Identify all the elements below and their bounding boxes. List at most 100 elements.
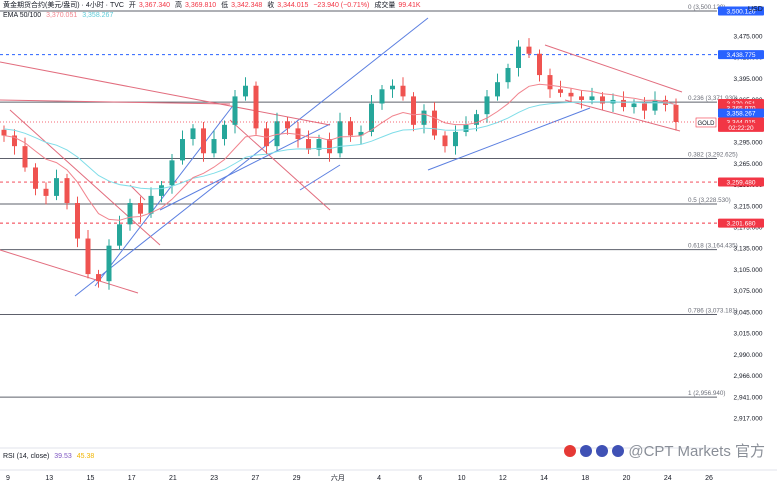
candle-body (547, 75, 553, 90)
trendline-blue (159, 123, 331, 211)
x-tick-label: 9 (6, 475, 10, 482)
candle-body (96, 274, 101, 282)
candle-body (537, 53, 542, 76)
fib-level-label: 0.382 (3,292.625) (688, 151, 738, 158)
x-tick-label: 18 (581, 475, 589, 482)
candle-body (211, 139, 217, 154)
x-tick-label: 12 (499, 475, 507, 482)
x-tick-label: 10 (458, 475, 466, 482)
candle-body (505, 67, 511, 83)
gold-tag-label: GOLD (697, 121, 715, 127)
x-tick-label: 13 (45, 475, 53, 482)
high-value: 3,369.810 (185, 2, 217, 9)
candle-body (201, 128, 206, 154)
candle-body (22, 146, 28, 168)
x-tick-label: 26 (705, 475, 713, 482)
trendline-blue (427, 107, 591, 171)
candle-body (316, 139, 322, 150)
y-tick-label: 3,015.000 (734, 331, 763, 338)
fib-level-label: 0.618 (3,164.435) (688, 243, 738, 250)
candle-body (568, 92, 574, 97)
candle-body (285, 121, 290, 129)
candle-body (64, 178, 70, 204)
y-tick-label: 3,105.000 (734, 267, 763, 274)
price-badge (718, 6, 764, 16)
candle-body (75, 203, 80, 239)
x-tick-label: 4 (377, 475, 381, 482)
open-value: 3,367.340 (138, 2, 171, 9)
candle-body (33, 167, 38, 189)
candle-body (558, 89, 563, 93)
fib-level-label: 0 (3,500.120) (688, 4, 725, 11)
candle-body (453, 131, 458, 147)
us-flag-icon (580, 444, 593, 457)
candle-body (600, 96, 605, 104)
candle-body (295, 128, 301, 140)
us-flag-icon-2 (596, 444, 609, 457)
y-tick-label: 2,990.000 (734, 352, 763, 359)
price-axis (717, 0, 777, 470)
price-badge (718, 177, 764, 187)
x-tick-label: 24 (664, 475, 672, 482)
rsi-value-2: 45.38 (76, 453, 95, 460)
price-badge-label: 02:22:20 (728, 125, 754, 132)
us-flag-icon-3 (612, 444, 625, 457)
candle-body (253, 85, 259, 129)
fib-level-label: 0.5 (3,228.530) (688, 197, 731, 204)
candle-body (369, 103, 374, 132)
x-tick-label: 23 (210, 475, 218, 482)
candle-body (379, 89, 385, 104)
candle-body (148, 195, 154, 214)
ema50-line (3, 83, 677, 221)
watermark-text: @CPT Markets 官方 (628, 443, 765, 460)
candle-body (621, 99, 626, 108)
candle-body (1, 129, 7, 136)
price-badge-label: 3,438.775 (727, 52, 756, 59)
candle-body (54, 178, 59, 196)
trendline-red (564, 99, 681, 132)
candle-body (127, 203, 133, 225)
y-tick-label: 3,295.000 (734, 140, 763, 147)
candle-body (327, 139, 332, 154)
y-tick-label: 3,135.000 (734, 246, 763, 253)
price-badge (718, 218, 764, 228)
price-badge-label: 3,201.680 (727, 221, 756, 228)
candle-body (589, 96, 595, 100)
candle-body (138, 203, 143, 214)
y-tick-label: 3,215.000 (734, 203, 763, 210)
candle-body (642, 103, 647, 111)
y-tick-label: 2,966.000 (734, 373, 763, 380)
trendline-red (0, 99, 231, 105)
ema100-line (3, 101, 677, 190)
candle-body (243, 85, 248, 97)
x-tick-label: 20 (623, 475, 631, 482)
candle-body (495, 82, 500, 97)
volume-value: 99.41K (398, 2, 421, 9)
x-tick-label: 15 (87, 475, 95, 482)
price-badge (718, 50, 764, 60)
symbol-title: 黄金期货合约(美元/盎司) · 4小时 · TVC (3, 2, 124, 9)
ema-legend: EMA 50/100 3,370.051 3,358.267 (3, 11, 116, 20)
candle-body (12, 135, 17, 147)
y-tick-label: 3,475.000 (734, 34, 763, 41)
fib-level-label: 0.236 (3,371.930) (688, 95, 738, 102)
candle-body (673, 104, 679, 122)
candle-body (348, 121, 353, 136)
candle-body (421, 110, 427, 125)
candle-body (106, 245, 112, 282)
rsi-value-1: 39.53 (54, 453, 72, 460)
y-tick-label: 3,395.000 (734, 76, 763, 83)
candle-body (85, 238, 91, 275)
fib-level-label: 1 (2,956.940) (688, 390, 725, 397)
y-tick-label: 3,175.000 (734, 225, 763, 232)
trendline-blue (74, 17, 429, 297)
y-tick-label: 2,941.000 (734, 394, 763, 401)
gold-tag (695, 117, 717, 128)
ema100-value: 3,358.267 (82, 12, 114, 19)
x-tick-label: 17 (128, 475, 136, 482)
x-tick-label: 21 (169, 475, 177, 482)
candle-body (43, 188, 49, 196)
candle-body (274, 121, 280, 147)
y-tick-label: 3,075.000 (734, 288, 763, 295)
